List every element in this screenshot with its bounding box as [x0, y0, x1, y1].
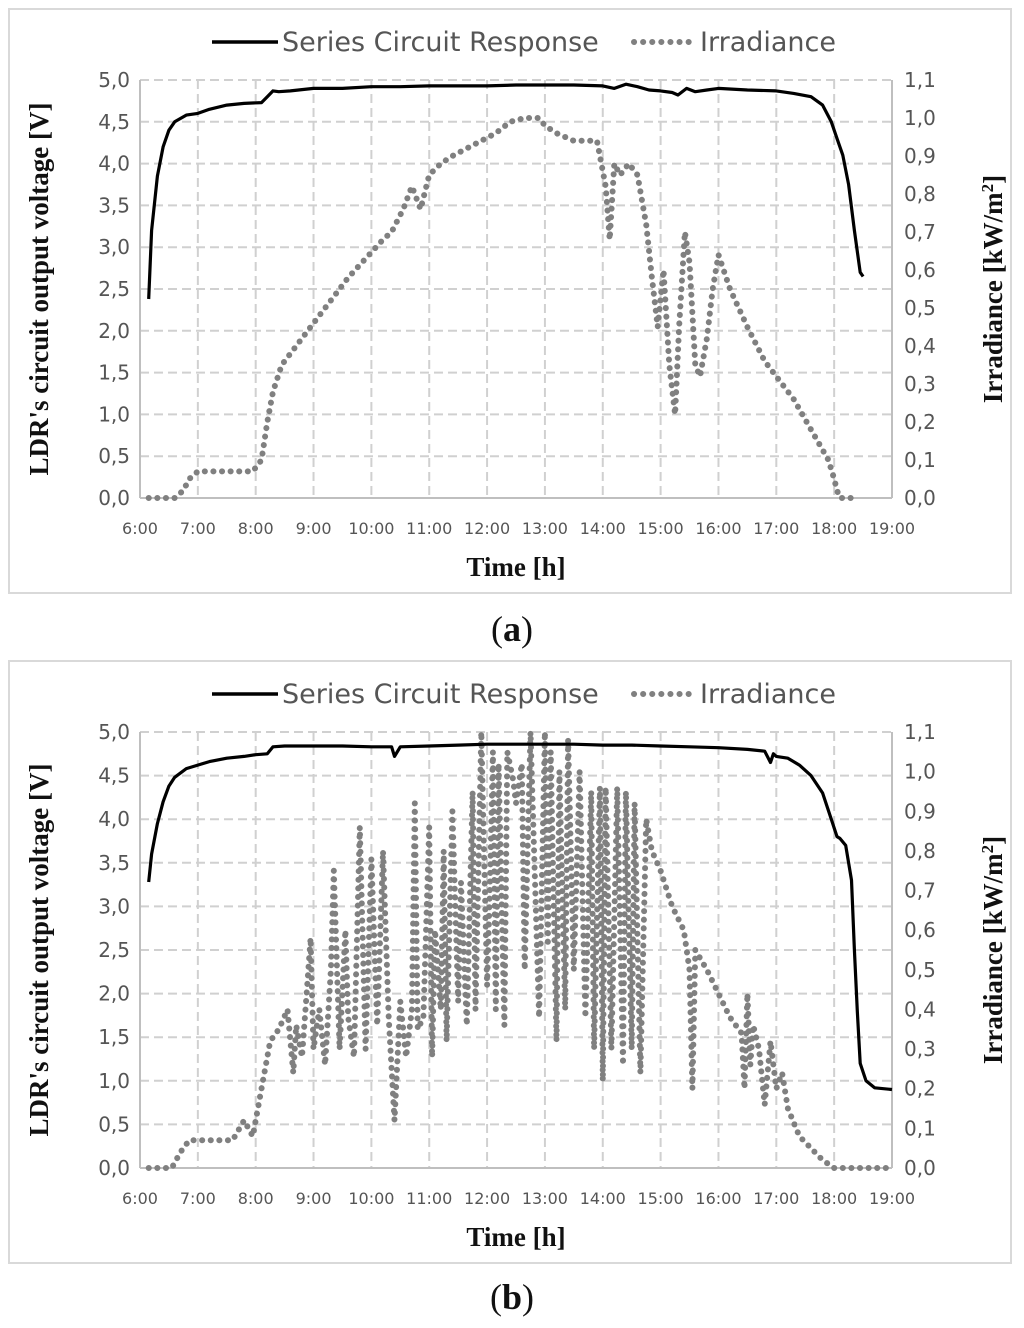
irradiance-series-line: [145, 115, 861, 501]
x-tick-label: 10:00: [348, 1189, 394, 1208]
y2-tick-label: 0,2: [904, 1077, 936, 1101]
y2-tick-label: 0,5: [904, 296, 936, 320]
y2-tick-label: 0,9: [904, 144, 936, 168]
x-tick-label: 16:00: [695, 1189, 741, 1208]
irradiance-series-line: [145, 729, 895, 1171]
y-tick-label: 2,5: [98, 277, 130, 301]
x-tick-label: 6:00: [122, 519, 158, 538]
x-tick-label: 12:00: [464, 519, 510, 538]
x-tick-label: 18:00: [811, 519, 857, 538]
x-tick-label: 7:00: [180, 519, 216, 538]
chart-panel-a: 0,0 0,5 1,0 1,5 2,0 2,5 3,0 3,5 4,0 4,5 5,0 0,0 0,1 0…: [8, 8, 1012, 594]
voltage-series-line: [147, 742, 893, 1092]
x-tick-label: 11:00: [406, 519, 452, 538]
y2-tick-label: 0,4: [904, 997, 936, 1021]
y2-tick-label: 0,2: [904, 410, 936, 434]
x-axis-title: Time [h]: [466, 1222, 565, 1252]
y-tick-label: 1,5: [98, 1025, 130, 1049]
y2-axis-title: Irradiance [kW/m2]: [978, 836, 1009, 1064]
y-tick-label: 4,5: [98, 764, 130, 788]
x-tick-label: 10:00: [348, 519, 394, 538]
x-tick-label: 19:00: [869, 1189, 915, 1208]
legend-voltage-label: Series Circuit Response: [282, 27, 599, 58]
x-tick-label: 9:00: [296, 519, 332, 538]
y2-tick-label: 0,7: [904, 220, 936, 244]
y2-tick-label: 0,8: [904, 839, 936, 863]
y-tick-label: 3,0: [98, 235, 130, 259]
x-tick-label: 14:00: [580, 519, 626, 538]
x-tick-label: 9:00: [296, 1189, 332, 1208]
x-tick-label: 16:00: [695, 519, 741, 538]
y-tick-label: 0,5: [98, 444, 130, 468]
y-tick-label: 0,0: [98, 486, 130, 510]
y2-tick-label: 0,8: [904, 182, 936, 206]
y-tick-label: 3,5: [98, 193, 130, 217]
y2-tick-label: 0,1: [904, 1116, 936, 1140]
y2-tick-label: 0,0: [904, 486, 936, 510]
y-tick-label: 0,5: [98, 1112, 130, 1136]
y2-tick-label: 1,0: [904, 106, 936, 130]
y-tick-label: 2,0: [98, 319, 130, 343]
y2-tick-label: 1,1: [904, 68, 936, 92]
legend-irradiance-label: Irradiance: [700, 679, 836, 710]
y-tick-label: 4,0: [98, 152, 130, 176]
y2-tick-label: 0,4: [904, 334, 936, 358]
x-tick-label: 14:00: [580, 1189, 626, 1208]
x-tick-label: 17:00: [753, 519, 799, 538]
y2-tick-label: 0,1: [904, 448, 936, 472]
y2-tick-label: 0,3: [904, 1037, 936, 1061]
y2-tick-label: 0,3: [904, 372, 936, 396]
legend-voltage-label: Series Circuit Response: [282, 679, 599, 710]
y2-tick-label: 0,9: [904, 799, 936, 823]
x-tick-label: 13:00: [522, 1189, 568, 1208]
panel-label-b: (b): [489, 1277, 535, 1317]
x-tick-label: 13:00: [522, 519, 568, 538]
y2-tick-label: 0,6: [904, 918, 936, 942]
y-axis-title: LDR's circuit output voltage [V]: [24, 103, 54, 476]
y2-tick-label: 0,5: [904, 958, 936, 982]
x-tick-label: 17:00: [753, 1189, 799, 1208]
y-tick-label: 1,0: [98, 402, 130, 426]
x-tick-label: 6:00: [122, 1189, 158, 1208]
x-tick-label: 15:00: [638, 519, 684, 538]
chart-panel-b: 0,0 0,5 1,0 1,5 2,0 2,5 3,0 3,5 4,0 4,5 5,0 0,0 0,1 0…: [8, 660, 1012, 1264]
x-tick-label: 15:00: [638, 1189, 684, 1208]
y-tick-label: 2,5: [98, 938, 130, 962]
panel-label-a: (a): [491, 609, 533, 649]
y-tick-label: 5,0: [98, 720, 130, 744]
chart-b-svg: 0,0 0,5 1,0 1,5 2,0 2,5 3,0 3,5 4,0 4,5 5,0 0,0 0,1 0…: [24, 679, 1009, 1252]
voltage-series-line: [147, 82, 865, 300]
y-tick-label: 4,0: [98, 807, 130, 831]
x-tick-label: 11:00: [406, 1189, 452, 1208]
y-tick-label: 2,0: [98, 982, 130, 1006]
y-tick-label: 1,5: [98, 361, 130, 385]
y2-tick-label: 0,0: [904, 1156, 936, 1180]
y2-tick-label: 1,1: [904, 720, 936, 744]
y2-tick-label: 1,0: [904, 760, 936, 784]
x-tick-label: 19:00: [869, 519, 915, 538]
x-tick-label: 7:00: [180, 1189, 216, 1208]
y-tick-label: 3,0: [98, 894, 130, 918]
x-tick-label: 8:00: [238, 1189, 274, 1208]
legend-irradiance-label: Irradiance: [700, 27, 836, 58]
x-axis-title: Time [h]: [466, 552, 565, 582]
y-tick-label: 3,5: [98, 851, 130, 875]
y2-tick-label: 0,6: [904, 258, 936, 282]
y2-axis-title: Irradiance [kW/m2]: [978, 175, 1009, 403]
chart-a-svg: 0,0 0,5 1,0 1,5 2,0 2,5 3,0 3,5 4,0 4,5 5,0 0,0 0,1 0…: [24, 27, 1009, 582]
y-tick-label: 1,0: [98, 1069, 130, 1093]
x-tick-label: 8:00: [238, 519, 274, 538]
x-tick-label: 18:00: [811, 1189, 857, 1208]
y-tick-label: 4,5: [98, 110, 130, 134]
x-tick-label: 12:00: [464, 1189, 510, 1208]
y2-tick-label: 0,7: [904, 879, 936, 903]
y-tick-label: 5,0: [98, 68, 130, 92]
y-tick-label: 0,0: [98, 1156, 130, 1180]
y-axis-title: LDR's circuit output voltage [V]: [24, 764, 54, 1137]
